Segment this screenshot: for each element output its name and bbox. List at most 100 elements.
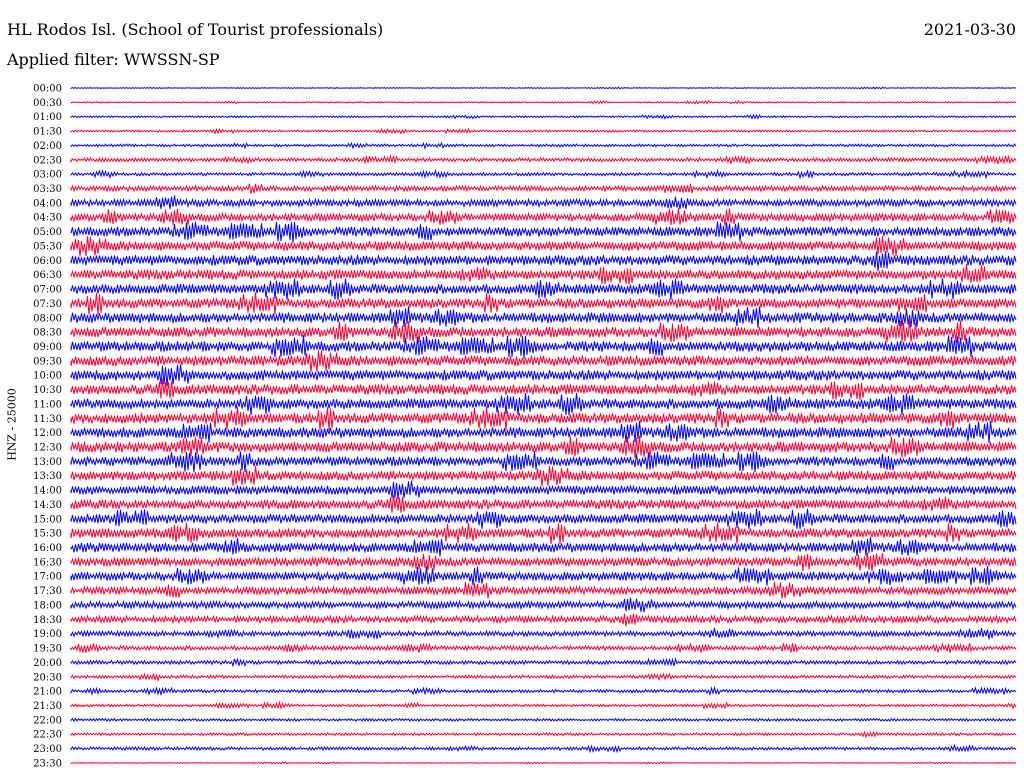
time-tick-label: 20:30 (33, 672, 62, 683)
trace-line (70, 335, 1017, 359)
trace-line (70, 613, 1017, 627)
time-tick-label: 03:30 (33, 184, 62, 195)
trace-line (70, 672, 1017, 682)
time-tick-label: 06:00 (33, 256, 62, 267)
trace-line (70, 263, 1017, 285)
time-tick-label: 23:00 (33, 744, 62, 755)
time-tick-label: 04:30 (33, 213, 62, 224)
trace-line (70, 581, 1017, 599)
time-tick-label: 16:00 (33, 543, 62, 554)
trace-line (70, 221, 1017, 243)
time-tick-label: 02:00 (33, 141, 62, 152)
time-tick-label: 22:00 (33, 715, 62, 726)
time-tick-label: 10:00 (33, 371, 62, 382)
time-tick-label: 01:00 (33, 112, 62, 123)
time-tick-label: 08:00 (33, 313, 62, 324)
time-tick-label: 11:30 (33, 414, 62, 425)
time-tick-label: 13:30 (33, 471, 62, 482)
time-tick-label: 18:00 (33, 600, 62, 611)
trace-line (70, 761, 1017, 765)
time-tick-label: 10:30 (33, 385, 62, 396)
time-tick-label: 05:00 (33, 227, 62, 238)
time-tick-label: 16:30 (33, 557, 62, 568)
trace-line (70, 435, 1017, 458)
time-tick-label: 14:30 (33, 500, 62, 511)
trace-line (70, 350, 1017, 373)
time-tick-label: 02:30 (33, 155, 62, 166)
trace-line (70, 154, 1017, 165)
time-tick-label: 07:00 (33, 285, 62, 296)
time-tick-label: 01:30 (33, 127, 62, 138)
trace-line (70, 320, 1017, 343)
trace-line (70, 494, 1017, 513)
trace-line (70, 685, 1017, 697)
trace-line (70, 657, 1017, 668)
time-tick-label: 20:00 (33, 658, 62, 669)
time-tick-label: 12:00 (33, 428, 62, 439)
time-tick-label: 19:30 (33, 644, 62, 655)
trace-line (70, 99, 1017, 105)
time-tick-label: 13:00 (33, 457, 62, 468)
trace-line (70, 465, 1017, 487)
time-tick-label: 17:30 (33, 586, 62, 597)
trace-line (70, 566, 1017, 586)
trace-line (70, 278, 1017, 301)
time-tick-label: 00:00 (33, 84, 62, 95)
trace-line (70, 406, 1017, 431)
trace-line (70, 235, 1017, 257)
time-tick-label: 15:30 (33, 529, 62, 540)
trace-line (70, 552, 1017, 572)
trace-line (70, 700, 1017, 710)
time-tick-label: 17:00 (33, 572, 62, 583)
trace-line (70, 730, 1017, 739)
station-title: HL Rodos Isl. (School of Tourist profess… (7, 20, 384, 39)
time-tick-label: 12:30 (33, 443, 62, 454)
trace-line (70, 480, 1017, 500)
time-tick-label: 09:00 (33, 342, 62, 353)
time-tick-label: 18:30 (33, 615, 62, 626)
trace-line (70, 522, 1017, 544)
trace-line (70, 378, 1017, 400)
trace-line (70, 628, 1017, 640)
trace-line (70, 183, 1017, 194)
trace-line (70, 642, 1017, 654)
time-tick-label: 00:30 (33, 98, 62, 109)
time-tick-label: 04:00 (33, 198, 62, 209)
time-tick-label: 19:00 (33, 629, 62, 640)
time-tick-label: 11:00 (33, 399, 62, 410)
trace-line (70, 420, 1017, 444)
time-tick-label: 09:30 (33, 356, 62, 367)
time-tick-label: 23:30 (33, 758, 62, 769)
trace-line (70, 292, 1017, 315)
record-date: 2021-03-30 (923, 20, 1016, 39)
trace-line (70, 141, 1017, 151)
time-tick-label: 21:00 (33, 687, 62, 698)
trace-line (70, 127, 1017, 135)
time-tick-label: 05:30 (33, 241, 62, 252)
filter-label: Applied filter: WWSSN-SP (7, 50, 220, 69)
trace-line (70, 364, 1017, 387)
time-tick-label: 03:00 (33, 170, 62, 181)
trace-line (70, 743, 1017, 754)
trace-line (70, 508, 1017, 530)
time-tick-label: 21:30 (33, 701, 62, 712)
trace-line (70, 86, 1017, 90)
trace-line (70, 597, 1017, 613)
trace-line (70, 208, 1017, 226)
time-tick-label: 22:30 (33, 730, 62, 741)
trace-line (70, 717, 1017, 723)
trace-line (70, 450, 1017, 473)
time-tick-label: 15:00 (33, 514, 62, 525)
trace-line (70, 537, 1017, 557)
trace-line (70, 195, 1017, 210)
time-tick-label: 07:30 (33, 299, 62, 310)
trace-line (70, 392, 1017, 416)
trace-line (70, 113, 1017, 120)
trace-line (70, 306, 1017, 328)
time-tick-label: 14:00 (33, 486, 62, 497)
trace-line (70, 168, 1017, 180)
time-tick-label: 06:30 (33, 270, 62, 281)
trace-line (70, 251, 1017, 272)
